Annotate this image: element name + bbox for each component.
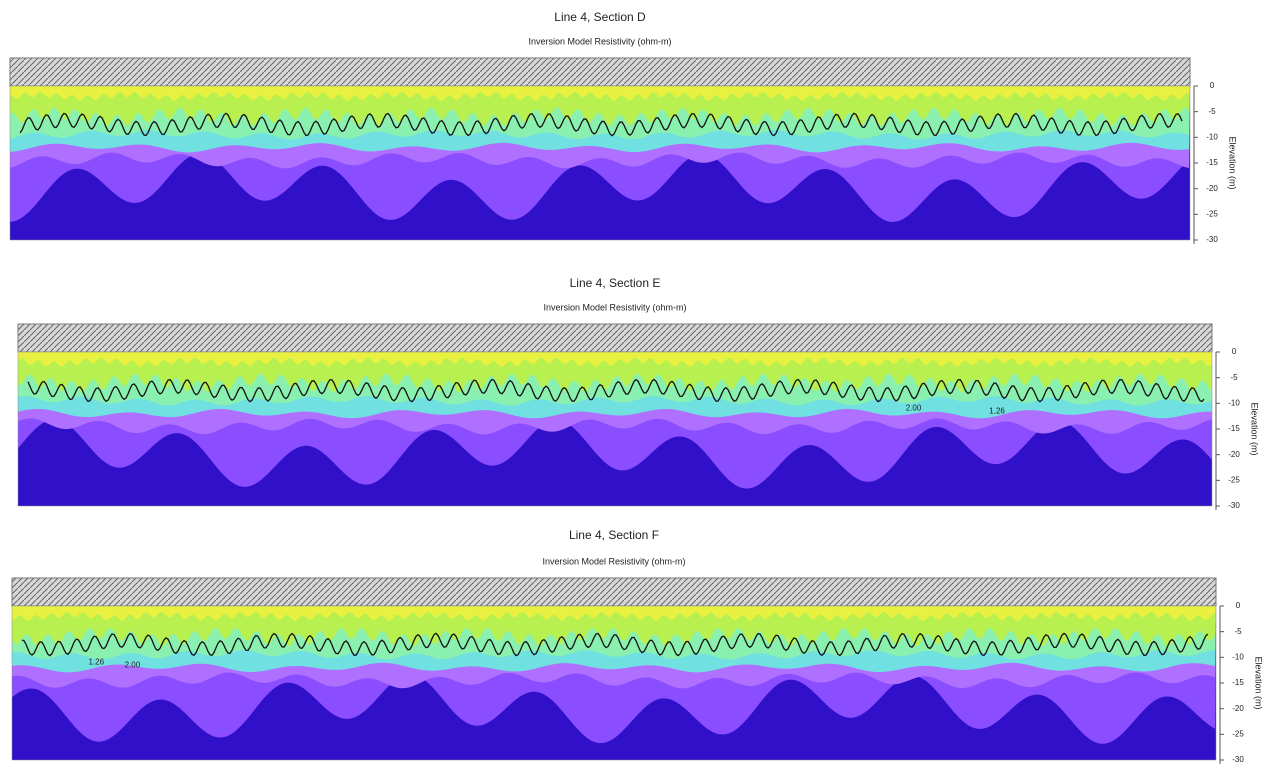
- y-tick-label: -10: [1228, 398, 1240, 407]
- y-tick-label: -30: [1206, 235, 1218, 244]
- y-tick-label: -10: [1232, 652, 1244, 661]
- contour-label: 2.00: [906, 404, 922, 413]
- y-tick-label: -20: [1228, 450, 1240, 459]
- panel-subtitle: Inversion Model Resistivity (ohm-m): [542, 556, 685, 566]
- panel-title: Line 4, Section D: [554, 10, 646, 24]
- panel-subtitle: Inversion Model Resistivity (ohm-m): [543, 302, 686, 312]
- y-tick-label: -5: [1230, 373, 1238, 382]
- electrode-strip: [11, 577, 1217, 607]
- resistivity-band: [10, 86, 1190, 101]
- panel-title: Line 4, Section F: [569, 528, 659, 542]
- resistivity-band: [12, 606, 1216, 621]
- panel-title: Line 4, Section E: [570, 276, 661, 290]
- y-axis-label: Elevation (m): [1254, 656, 1264, 709]
- contour-line: [27, 378, 1205, 403]
- y-tick-label: -25: [1228, 475, 1240, 484]
- contour-label: 2.00: [125, 661, 141, 670]
- y-tick-label: 0: [1210, 81, 1215, 90]
- y-tick-label: -30: [1228, 501, 1240, 510]
- y-tick-label: -25: [1232, 729, 1244, 738]
- resistivity-band: [18, 352, 1212, 367]
- y-tick-label: -15: [1228, 424, 1240, 433]
- y-tick-label: -5: [1234, 627, 1242, 636]
- panel-subtitle: Inversion Model Resistivity (ohm-m): [528, 36, 671, 46]
- contour-label: 1.26: [88, 658, 104, 667]
- y-axis-label: Elevation (m): [1250, 402, 1260, 455]
- contour-label: 1.26: [989, 407, 1005, 416]
- contour-line: [21, 632, 1209, 657]
- plot-frame: [11, 605, 1217, 761]
- y-tick-label: 0: [1236, 601, 1241, 610]
- electrode-strip: [17, 323, 1213, 353]
- electrode-strip: [9, 57, 1191, 87]
- y-tick-label: -20: [1232, 704, 1244, 713]
- y-tick-label: -20: [1206, 184, 1218, 193]
- contour-line: [19, 112, 1183, 137]
- y-tick-label: -15: [1206, 158, 1218, 167]
- y-tick-label: -30: [1232, 755, 1244, 764]
- plot-frame: [17, 351, 1213, 507]
- plot-frame: [9, 85, 1191, 241]
- y-tick-label: 0: [1232, 347, 1237, 356]
- y-tick-label: -15: [1232, 678, 1244, 687]
- y-axis-label: Elevation (m): [1228, 136, 1238, 189]
- y-tick-label: -5: [1208, 107, 1216, 116]
- y-tick-label: -25: [1206, 209, 1218, 218]
- y-tick-label: -10: [1206, 132, 1218, 141]
